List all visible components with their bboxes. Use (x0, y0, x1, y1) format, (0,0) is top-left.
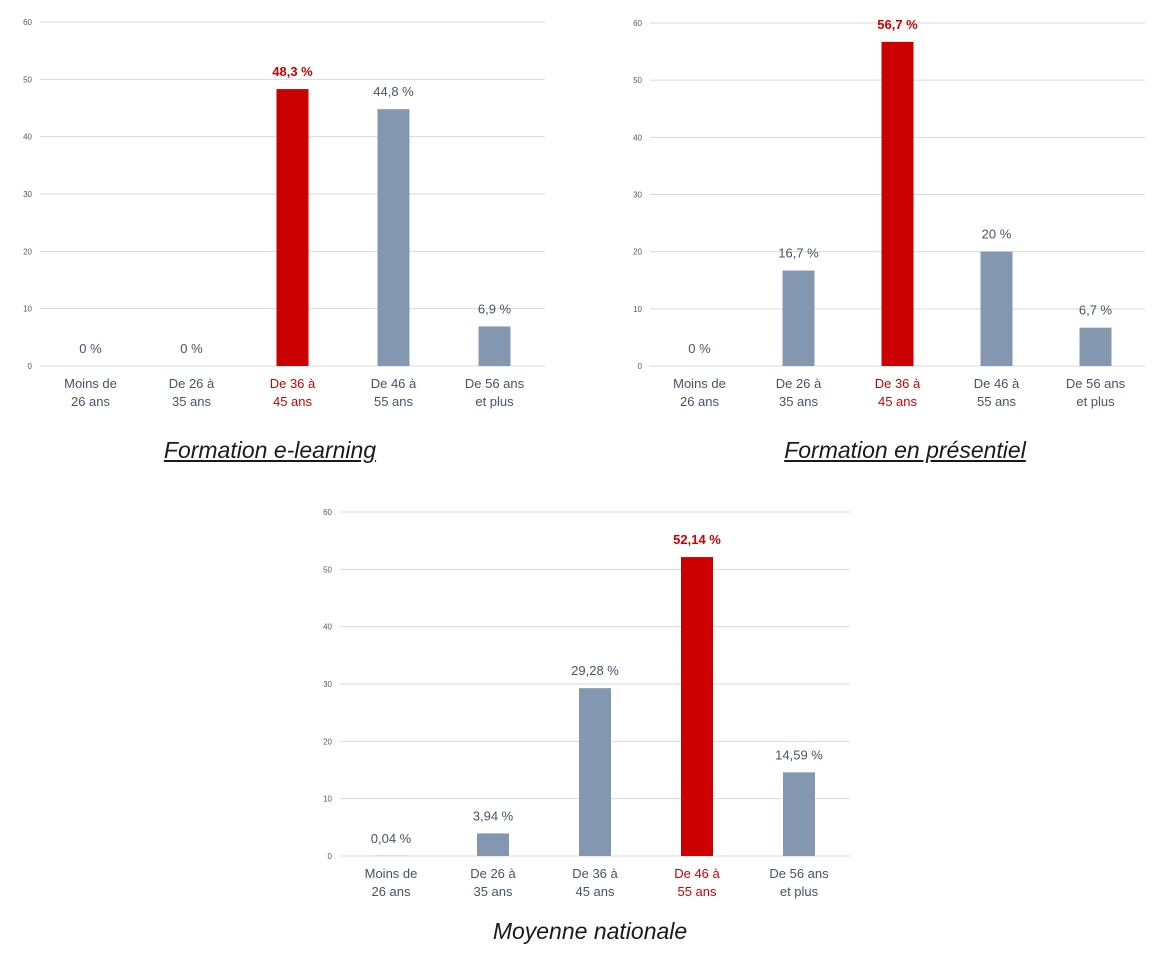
data-label: 3,94 % (473, 808, 514, 823)
bar (1079, 327, 1112, 366)
category-label: Moins de 26 ans (673, 376, 726, 409)
y-tick-label: 40 (23, 133, 32, 142)
caption-moyenne-nationale: Moyenne nationale (492, 918, 688, 944)
y-tick-label: 10 (323, 795, 332, 804)
chart-formation-e-learning: 0 10 20 30 40 50 60 0 % Moins de 26 ans 0 % De 26 à… (23, 18, 545, 409)
data-label: 6,7 % (1079, 303, 1113, 318)
y-tick-label: 60 (23, 18, 32, 27)
category-label: De 26 à 35 ans (776, 376, 822, 409)
y-tick-label: 50 (633, 76, 642, 85)
caption-formation-en-presentiel: Formation en présentiel (784, 437, 1026, 463)
bar (478, 326, 511, 366)
y-tick-label: 0 (638, 362, 643, 371)
category-label: De 46 à 55 ans (371, 376, 417, 409)
bar (681, 557, 713, 856)
category-label: De 56 ans et plus (769, 866, 829, 899)
y-tick-label: 0 (328, 852, 333, 861)
data-label: 52,14 % (673, 532, 721, 547)
data-label: 0 % (688, 341, 711, 356)
data-label: 0,04 % (371, 831, 412, 846)
y-tick-label: 30 (23, 190, 32, 199)
category-label: De 46 à 55 ans (674, 866, 720, 899)
bar (276, 89, 309, 366)
data-label: 14,59 % (775, 747, 823, 762)
category-label: Moins de 26 ans (365, 866, 418, 899)
bar (782, 270, 815, 366)
category-label: De 36 à 45 ans (875, 376, 921, 409)
data-label: 29,28 % (571, 663, 619, 678)
bar (783, 772, 815, 856)
y-tick-label: 60 (633, 19, 642, 28)
y-tick-label: 20 (23, 247, 32, 256)
y-tick-label: 40 (323, 623, 332, 632)
y-tick-label: 30 (323, 680, 332, 689)
y-tick-label: 30 (633, 191, 642, 200)
category-label: De 46 à 55 ans (974, 376, 1020, 409)
data-label: 16,7 % (778, 246, 819, 261)
data-label: 0 % (180, 341, 203, 356)
y-tick-label: 50 (23, 75, 32, 84)
bar (980, 251, 1013, 366)
data-label: 6,9 % (478, 301, 512, 316)
data-label: 48,3 % (272, 64, 313, 79)
y-tick-label: 10 (633, 305, 642, 314)
bar (579, 688, 611, 856)
data-label: 0 % (79, 341, 102, 356)
y-tick-label: 20 (633, 248, 642, 257)
chart-formation-en-presentiel: 0 10 20 30 40 50 60 0 % Moins de 26 ans 16,7 % De 2… (633, 17, 1145, 409)
chart-moyenne-nationale: 0 10 20 30 40 50 60 0,04 % Moins de 26 ans 3,94 % D… (323, 508, 850, 899)
y-tick-label: 60 (323, 508, 332, 517)
bar (881, 41, 914, 367)
y-tick-label: 0 (28, 362, 33, 371)
y-tick-label: 50 (323, 565, 332, 574)
bar (477, 833, 509, 856)
y-tick-label: 10 (23, 305, 32, 314)
category-label: De 56 ans et plus (1066, 376, 1126, 409)
data-label: 56,7 % (877, 17, 918, 32)
category-label: Moins de 26 ans (64, 376, 117, 409)
y-tick-label: 20 (323, 737, 332, 746)
caption-formation-e-learning: Formation e-learning (163, 437, 377, 463)
category-label: De 26 à 35 ans (169, 376, 215, 409)
category-label: De 36 à 45 ans (572, 866, 618, 899)
data-label: 20 % (982, 227, 1012, 242)
data-label: 44,8 % (373, 84, 414, 99)
category-label: De 26 à 35 ans (470, 866, 516, 899)
category-label: De 36 à 45 ans (270, 376, 316, 409)
bar (377, 109, 410, 366)
category-label: De 56 ans et plus (465, 376, 525, 409)
y-tick-label: 40 (633, 133, 642, 142)
